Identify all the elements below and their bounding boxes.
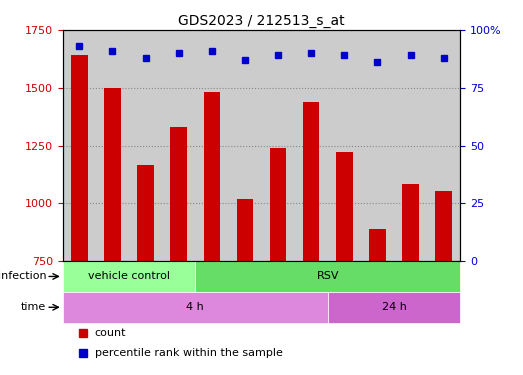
Bar — [427, 30, 460, 261]
Text: vehicle control: vehicle control — [88, 272, 170, 282]
Text: time: time — [21, 302, 46, 312]
Bar — [137, 165, 154, 261]
Bar — [262, 30, 294, 261]
Text: RSV: RSV — [316, 272, 339, 282]
Bar — [361, 30, 394, 261]
Bar — [402, 184, 419, 261]
FancyBboxPatch shape — [328, 292, 460, 322]
Bar — [294, 30, 328, 261]
Bar — [270, 148, 287, 261]
Bar — [162, 30, 195, 261]
Bar — [203, 92, 220, 261]
Title: GDS2023 / 212513_s_at: GDS2023 / 212513_s_at — [178, 13, 345, 28]
Bar — [170, 127, 187, 261]
Text: percentile rank within the sample: percentile rank within the sample — [95, 348, 282, 358]
FancyBboxPatch shape — [63, 261, 195, 292]
Bar — [369, 229, 385, 261]
Bar — [104, 88, 121, 261]
Bar — [303, 102, 320, 261]
Bar — [71, 56, 87, 261]
Text: count: count — [95, 328, 126, 338]
Bar — [129, 30, 162, 261]
Bar — [229, 30, 262, 261]
Text: infection: infection — [0, 272, 46, 282]
Bar — [435, 190, 452, 261]
Bar — [336, 153, 353, 261]
Text: 24 h: 24 h — [382, 302, 406, 312]
Bar — [328, 30, 361, 261]
Bar — [63, 30, 96, 261]
Bar — [96, 30, 129, 261]
Bar — [394, 30, 427, 261]
Bar — [195, 30, 229, 261]
FancyBboxPatch shape — [63, 292, 328, 322]
FancyBboxPatch shape — [195, 261, 460, 292]
Bar — [236, 199, 253, 261]
Text: 4 h: 4 h — [186, 302, 204, 312]
